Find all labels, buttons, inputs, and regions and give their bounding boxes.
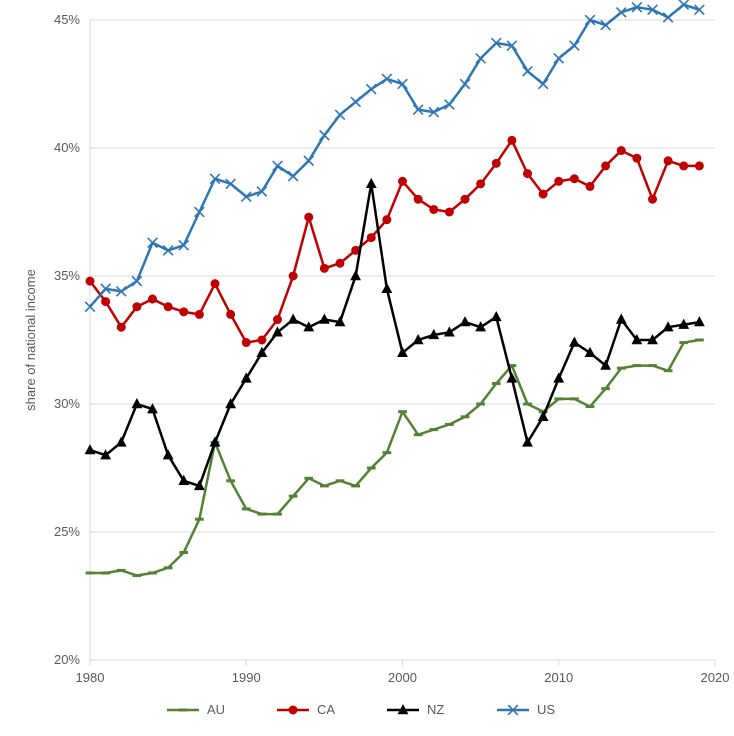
y-tick-label: 35% [54, 268, 80, 283]
marker-circle [429, 205, 438, 214]
marker-circle [86, 277, 95, 286]
marker-circle [570, 174, 579, 183]
marker-circle [195, 310, 204, 319]
marker-circle [211, 279, 220, 288]
x-tick-label: 1990 [232, 670, 261, 685]
marker-circle [336, 259, 345, 268]
marker-circle [257, 336, 266, 345]
marker-circle [320, 264, 329, 273]
marker-circle [492, 159, 501, 168]
marker-circle [398, 177, 407, 186]
marker-circle [304, 213, 313, 222]
marker-circle [414, 195, 423, 204]
y-tick-label: 40% [54, 140, 80, 155]
marker-circle [617, 146, 626, 155]
marker-circle [132, 302, 141, 311]
x-tick-label: 2020 [701, 670, 730, 685]
y-tick-label: 30% [54, 396, 80, 411]
marker-circle [523, 169, 532, 178]
marker-circle [679, 161, 688, 170]
marker-circle [648, 195, 657, 204]
legend-label-AU: AU [207, 702, 225, 717]
marker-circle [289, 706, 298, 715]
marker-circle [554, 177, 563, 186]
marker-circle [695, 161, 704, 170]
marker-circle [164, 302, 173, 311]
x-tick-label: 2010 [544, 670, 573, 685]
marker-circle [476, 179, 485, 188]
y-tick-label: 25% [54, 524, 80, 539]
chart-container: 20% 25% 30% 35% 40% 45% 1980 1990 2000 2010 2020 sh… [0, 0, 734, 736]
marker-circle [586, 182, 595, 191]
marker-circle [507, 136, 516, 145]
marker-circle [289, 272, 298, 281]
y-tick-label: 20% [54, 652, 80, 667]
marker-circle [117, 323, 126, 332]
legend-label-NZ: NZ [427, 702, 444, 717]
legend-label-US: US [537, 702, 555, 717]
legend-label-CA: CA [317, 702, 335, 717]
marker-circle [367, 233, 376, 242]
marker-circle [242, 338, 251, 347]
marker-circle [101, 297, 110, 306]
marker-circle [273, 315, 282, 324]
marker-circle [148, 295, 157, 304]
x-tick-label: 2000 [388, 670, 417, 685]
line-chart: 20% 25% 30% 35% 40% 45% 1980 1990 2000 2010 2020 sh… [0, 0, 734, 736]
y-tick-label: 45% [54, 12, 80, 27]
marker-circle [382, 215, 391, 224]
marker-circle [539, 190, 548, 199]
marker-circle [632, 154, 641, 163]
marker-circle [461, 195, 470, 204]
marker-circle [179, 307, 188, 316]
x-tick-label: 1980 [76, 670, 105, 685]
marker-circle [664, 156, 673, 165]
y-axis-title: share of national income [23, 269, 38, 411]
marker-circle [445, 208, 454, 217]
marker-circle [226, 310, 235, 319]
marker-circle [601, 161, 610, 170]
